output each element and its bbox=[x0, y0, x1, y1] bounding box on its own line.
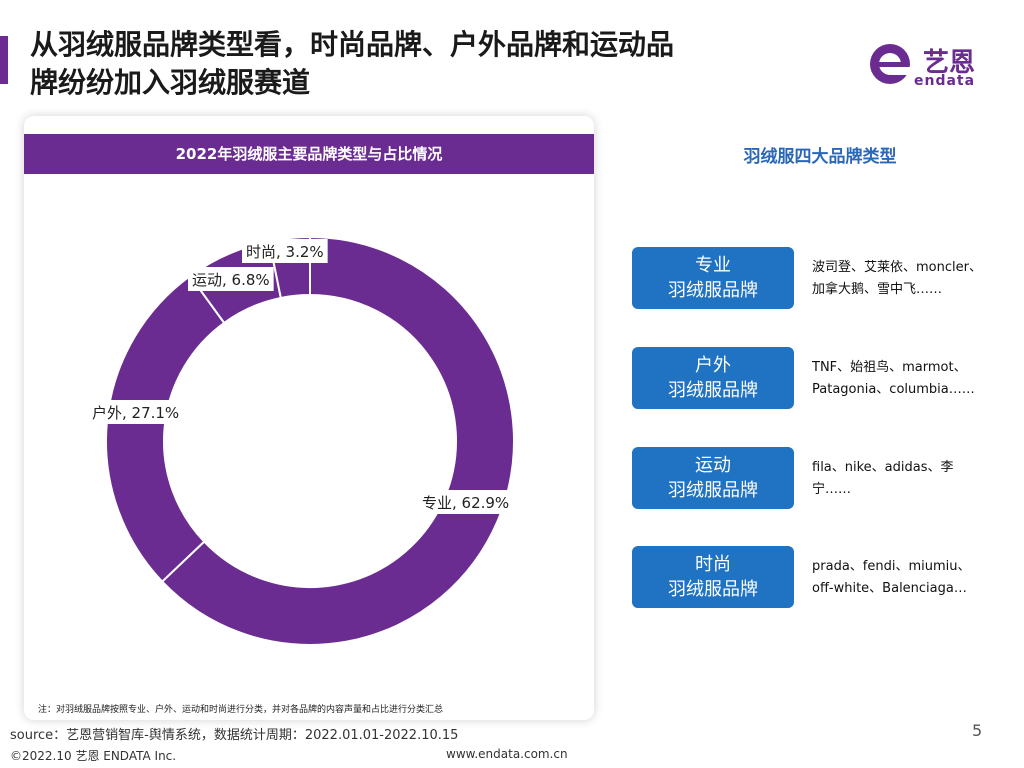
type-box-line2: 羽绒服品牌 bbox=[668, 380, 758, 401]
svg-text:时尚, 3.2%: 时尚, 3.2% bbox=[246, 243, 324, 261]
logo-subtitle: endata bbox=[914, 73, 976, 89]
type-box-line1: 户外 bbox=[695, 355, 731, 376]
svg-text:户外, 27.1%: 户外, 27.1% bbox=[92, 404, 179, 422]
type-desc-line1: fila、nike、adidas、李 bbox=[812, 460, 954, 475]
type-desc-line1: 波司登、艾莱依、moncler、 bbox=[812, 260, 982, 275]
endata-logo-icon bbox=[870, 44, 910, 84]
type-desc-outdoor: TNF、始祖鸟、marmot、 Patagonia、columbia…… bbox=[812, 357, 1002, 401]
type-box-line2: 羽绒服品牌 bbox=[668, 480, 758, 501]
svg-text:运动, 6.8%: 运动, 6.8% bbox=[192, 271, 270, 289]
slice-label-3: 运动, 6.8% bbox=[188, 267, 274, 291]
title-line-1: 从羽绒服品牌类型看，时尚品牌、户外品牌和运动品 bbox=[30, 28, 675, 61]
source-text: source：艺恩营销智库-舆情系统，数据统计周期：2022.01.01-202… bbox=[10, 728, 459, 743]
type-desc-line2: Patagonia、columbia…… bbox=[812, 382, 975, 397]
type-desc-sports: fila、nike、adidas、李 宁…… bbox=[812, 457, 1002, 501]
page-number: 5 bbox=[972, 721, 983, 740]
type-box-fashion: 时尚 羽绒服品牌 bbox=[632, 546, 794, 608]
type-desc-line2: off-white、Balenciaga… bbox=[812, 581, 967, 596]
copyright-text: ©2022.10 艺恩 ENDATA Inc. bbox=[10, 749, 177, 763]
website-link[interactable]: www.endata.com.cn bbox=[446, 747, 568, 761]
donut-slice-2 bbox=[105, 274, 226, 583]
page-title: 从羽绒服品牌类型看，时尚品牌、户外品牌和运动品 牌纷纷加入羽绒服赛道 bbox=[30, 26, 830, 102]
type-box-professional: 专业 羽绒服品牌 bbox=[632, 247, 794, 309]
type-desc-line2: 加拿大鹅、雪中飞…… bbox=[812, 282, 943, 297]
slice-label-2: 户外, 27.1% bbox=[88, 400, 184, 424]
slice-label-1: 专业, 62.9% bbox=[418, 490, 514, 514]
type-desc-fashion: prada、fendi、miumiu、 off-white、Balenciaga… bbox=[812, 556, 1002, 600]
logo-name: 艺恩 bbox=[923, 48, 976, 78]
type-box-sports: 运动 羽绒服品牌 bbox=[632, 447, 794, 509]
type-desc-line1: TNF、始祖鸟、marmot、 bbox=[812, 360, 967, 375]
svg-text:专业, 62.9%: 专业, 62.9% bbox=[422, 494, 509, 512]
type-box-line2: 羽绒服品牌 bbox=[668, 280, 758, 301]
chart-title: 2022年羽绒服主要品牌类型与占比情况 bbox=[24, 134, 594, 174]
chart-note: 注：对羽绒服品牌按照专业、户外、运动和时尚进行分类，并对各品牌的内容声量和占比进… bbox=[38, 705, 444, 715]
slice-label-4: 时尚, 3.2% bbox=[242, 239, 328, 263]
brand-types-title: 羽绒服四大品牌类型 bbox=[743, 147, 897, 167]
donut-slice-1 bbox=[160, 235, 515, 646]
type-desc-professional: 波司登、艾莱依、moncler、 加拿大鹅、雪中飞…… bbox=[812, 257, 1002, 301]
chart-card: 2022年羽绒服主要品牌类型与占比情况 专业, 62.9% 户外, 27.1% 运动… bbox=[24, 116, 594, 720]
title-line-2: 牌纷纷加入羽绒服赛道 bbox=[30, 66, 311, 99]
type-box-line1: 运动 bbox=[695, 455, 731, 476]
type-box-line1: 时尚 bbox=[695, 554, 731, 575]
donut-chart: 专业, 62.9% 户外, 27.1% 运动, 6.8% 时尚, 3.2% bbox=[88, 235, 515, 646]
type-box-line1: 专业 bbox=[695, 255, 731, 276]
type-box-outdoor: 户外 羽绒服品牌 bbox=[632, 347, 794, 409]
type-box-line2: 羽绒服品牌 bbox=[668, 579, 758, 600]
type-desc-line1: prada、fendi、miumiu、 bbox=[812, 559, 971, 574]
type-desc-line2: 宁…… bbox=[812, 482, 852, 497]
accent-bar bbox=[0, 36, 8, 84]
